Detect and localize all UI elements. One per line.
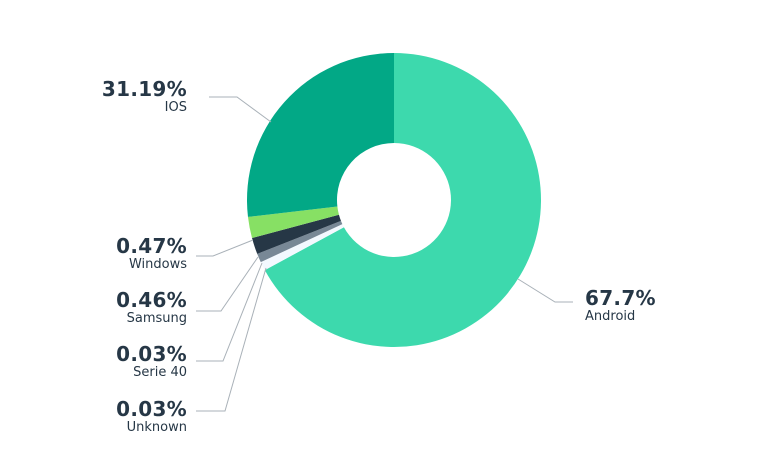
slice-ios[interactable] — [246, 53, 394, 217]
leader-line-serie-40 — [196, 262, 263, 362]
slice-samsung[interactable] — [252, 214, 341, 254]
slice-windows[interactable] — [247, 206, 339, 239]
label-percentage: 0.47% — [116, 234, 187, 258]
label-percentage: 31.19% — [101, 77, 187, 101]
leader-line-samsung — [196, 256, 259, 312]
label-percentage: 0.03% — [116, 397, 187, 421]
slice-serie-40[interactable] — [257, 220, 343, 263]
label-ios: 31.19% IOS — [102, 78, 187, 116]
label-percentage: 0.46% — [116, 288, 187, 312]
leader-line-unknown — [196, 267, 267, 412]
leader-line-windows — [196, 239, 254, 257]
leader-line-ios — [209, 96, 272, 123]
label-percentage: 67.7% — [585, 286, 656, 310]
leader-lines — [196, 96, 573, 412]
label-windows: 0.47% Windows — [116, 235, 187, 273]
chart-slices — [246, 53, 542, 347]
label-serie-40: 0.03% Serie 40 — [116, 343, 187, 381]
slice-unknown[interactable] — [260, 224, 344, 271]
leader-line-android — [517, 278, 573, 303]
slice-android[interactable] — [264, 53, 542, 347]
label-name: Unknown — [126, 420, 187, 435]
label-name: IOS — [164, 100, 187, 115]
label-name: Android — [585, 309, 636, 324]
label-percentage: 0.03% — [116, 342, 187, 366]
label-name: Windows — [128, 257, 187, 272]
label-name: Samsung — [126, 311, 187, 326]
label-unknown: 0.03% Unknown — [116, 398, 187, 436]
label-samsung: 0.46% Samsung — [116, 289, 187, 327]
label-android: 67.7% Android — [585, 287, 656, 325]
label-name: Serie 40 — [133, 365, 187, 380]
